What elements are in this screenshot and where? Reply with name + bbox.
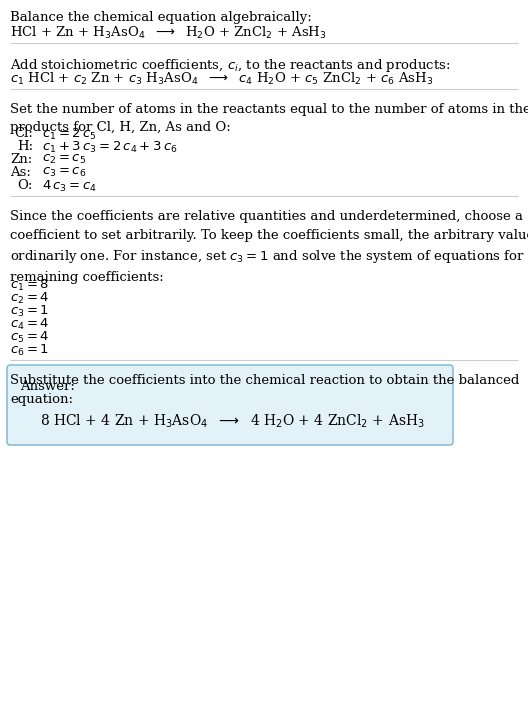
Text: Cl:: Cl: xyxy=(14,127,33,140)
Text: $c_5 = 4$: $c_5 = 4$ xyxy=(10,330,50,345)
Text: $4\,c_3 = c_4$: $4\,c_3 = c_4$ xyxy=(42,179,97,194)
Text: O:: O: xyxy=(17,179,32,192)
Text: Answer:: Answer: xyxy=(20,380,75,393)
Text: $c_1 + 3\,c_3 = 2\,c_4 + 3\,c_6$: $c_1 + 3\,c_3 = 2\,c_4 + 3\,c_6$ xyxy=(42,140,178,155)
Text: $c_2 = c_5$: $c_2 = c_5$ xyxy=(42,153,86,166)
Text: $c_3 = c_6$: $c_3 = c_6$ xyxy=(42,166,87,179)
Text: $c_3 = 1$: $c_3 = 1$ xyxy=(10,304,49,319)
Text: $c_6 = 1$: $c_6 = 1$ xyxy=(10,343,49,358)
Text: Substitute the coefficients into the chemical reaction to obtain the balanced
eq: Substitute the coefficients into the che… xyxy=(10,374,520,406)
Text: $c_2 = 4$: $c_2 = 4$ xyxy=(10,291,50,306)
Text: Set the number of atoms in the reactants equal to the number of atoms in the
pro: Set the number of atoms in the reactants… xyxy=(10,103,528,134)
Text: Add stoichiometric coefficients, $c_i$, to the reactants and products:: Add stoichiometric coefficients, $c_i$, … xyxy=(10,57,450,74)
Text: As:: As: xyxy=(10,166,31,179)
Text: HCl + Zn + H$_3$AsO$_4$  $\longrightarrow$  H$_2$O + ZnCl$_2$ + AsH$_3$: HCl + Zn + H$_3$AsO$_4$ $\longrightarrow… xyxy=(10,25,327,41)
Text: $c_1 = 8$: $c_1 = 8$ xyxy=(10,278,49,293)
FancyBboxPatch shape xyxy=(7,365,453,445)
Text: 8 HCl + 4 Zn + H$_3$AsO$_4$  $\longrightarrow$  4 H$_2$O + 4 ZnCl$_2$ + AsH$_3$: 8 HCl + 4 Zn + H$_3$AsO$_4$ $\longrighta… xyxy=(40,413,425,430)
Text: Zn:: Zn: xyxy=(10,153,32,166)
Text: $c_1$ HCl + $c_2$ Zn + $c_3$ H$_3$AsO$_4$  $\longrightarrow$  $c_4$ H$_2$O + $c_: $c_1$ HCl + $c_2$ Zn + $c_3$ H$_3$AsO$_4… xyxy=(10,71,433,87)
Text: $c_1 = 2\,c_5$: $c_1 = 2\,c_5$ xyxy=(42,127,97,142)
Text: Balance the chemical equation algebraically:: Balance the chemical equation algebraica… xyxy=(10,11,312,24)
Text: H:: H: xyxy=(17,140,33,153)
Text: $c_4 = 4$: $c_4 = 4$ xyxy=(10,317,50,332)
Text: Since the coefficients are relative quantities and underdetermined, choose a
coe: Since the coefficients are relative quan… xyxy=(10,210,528,284)
